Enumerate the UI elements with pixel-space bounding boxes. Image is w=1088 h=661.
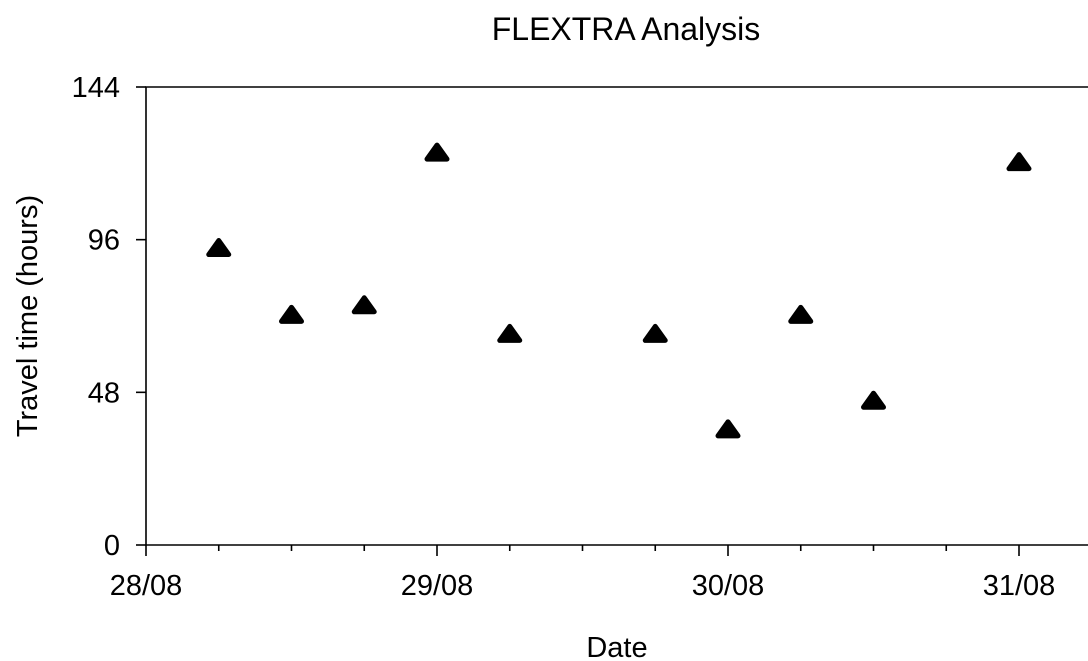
x-tick-label: 30/08 <box>692 570 765 602</box>
x-tick-label: 31/08 <box>983 570 1056 602</box>
x-tick-label: 28/08 <box>110 570 183 602</box>
chart-title: FLEXTRA Analysis <box>492 11 761 47</box>
y-tick-label: 144 <box>72 72 120 104</box>
x-tick-label: 29/08 <box>401 570 474 602</box>
y-tick-label: 96 <box>88 225 120 257</box>
data-point-triangle <box>1006 152 1032 172</box>
data-point-triangle <box>497 323 523 343</box>
data-point-triangle <box>715 419 741 439</box>
data-point-triangle <box>351 295 377 315</box>
data-point-triangle <box>788 304 814 324</box>
y-axis-label: Travel time (hours) <box>12 195 44 437</box>
data-point-triangle <box>424 142 450 162</box>
x-axis-label: Date <box>586 632 647 661</box>
y-tick-label: 0 <box>104 530 120 562</box>
y-tick-label: 48 <box>88 377 120 409</box>
data-point-triangle <box>861 390 886 410</box>
data-point-triangle <box>206 238 232 258</box>
plot-area: 0 48 96 144 28/08 29/08 30/08 31/08 <box>72 72 1088 602</box>
data-point-triangle <box>279 304 304 324</box>
axis-frame <box>145 86 1088 546</box>
data-point-triangle <box>642 323 668 343</box>
